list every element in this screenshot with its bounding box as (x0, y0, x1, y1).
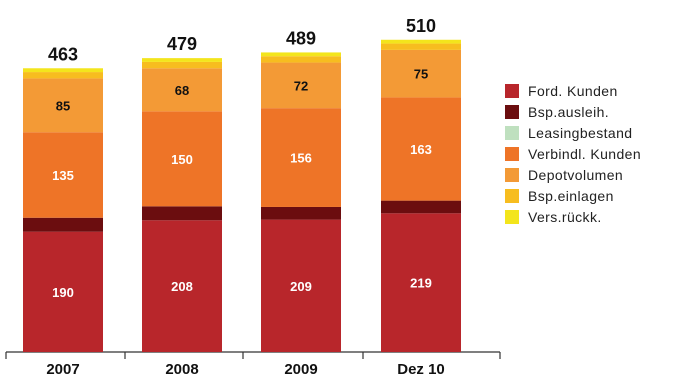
bar-segment (261, 206, 341, 220)
legend-item: Verbindl. Kunden (505, 143, 641, 164)
bar-segment (23, 78, 103, 133)
bar-segment (261, 108, 341, 207)
data-label: 219 (410, 276, 432, 291)
data-label: 156 (290, 151, 312, 166)
legend-item: Bsp.einlagen (505, 185, 641, 206)
legend-swatch (505, 146, 519, 161)
bar-segment (23, 68, 103, 73)
bar-segment (261, 219, 341, 352)
data-label: 72 (294, 78, 308, 93)
bar-segment (142, 61, 222, 69)
legend-swatch (505, 125, 519, 140)
data-label: 209 (290, 279, 312, 294)
legend-item: Leasingbestand (505, 122, 641, 143)
bar-segment (142, 68, 222, 112)
legend-item: Ford. Kunden (505, 80, 641, 101)
bar-segment (142, 220, 222, 352)
data-label: 163 (410, 142, 432, 157)
legend-swatch (505, 167, 519, 182)
legend-swatch (505, 209, 519, 224)
legend-label: Depotvolumen (528, 166, 624, 183)
data-label: 85 (56, 98, 70, 113)
data-label: 208 (171, 279, 193, 294)
legend-item: Bsp.ausleih. (505, 101, 641, 122)
data-label: 68 (175, 83, 189, 98)
bar-segment (381, 97, 461, 201)
bar-total-label: 463 (48, 44, 78, 64)
bar-segment (381, 39, 461, 44)
bar-segment (23, 217, 103, 232)
legend-item: Vers.rückk. (505, 206, 641, 227)
bar-total-label: 479 (167, 34, 197, 54)
legend-swatch (505, 104, 519, 119)
bar-segment (23, 231, 103, 352)
bar-segment (381, 49, 461, 98)
data-label: 150 (171, 152, 193, 167)
legend-label: Bsp.einlagen (528, 187, 614, 204)
bar-segment (261, 62, 341, 109)
bar-segment (23, 132, 103, 218)
bar-total-label: 489 (286, 28, 316, 48)
bar-segment (142, 206, 222, 221)
x-tick-label: 2007 (46, 361, 79, 378)
bar-segment (261, 52, 341, 57)
bar-segment (142, 111, 222, 207)
legend-swatch (505, 188, 519, 203)
x-tick-label: 2008 (165, 361, 198, 378)
legend-swatch (505, 83, 519, 98)
data-label: 75 (414, 67, 428, 82)
bar-segment (23, 72, 103, 79)
legend-label: Ford. Kunden (528, 82, 618, 99)
legend-label: Bsp.ausleih. (528, 103, 610, 120)
bar-segment (381, 43, 461, 50)
chart-legend: Ford. Kunden Bsp.ausleih. Leasingbestand Ve… (505, 80, 641, 227)
bar-segment (381, 200, 461, 214)
legend-label: Verbindl. Kunden (528, 145, 642, 162)
bar-segment (142, 58, 222, 62)
legend-label: Leasingbestand (528, 124, 633, 141)
legend-item: Depotvolumen (505, 164, 641, 185)
data-label: 135 (52, 168, 74, 183)
bar-segment (261, 56, 341, 63)
x-tick-label: Dez 10 (397, 361, 445, 378)
x-tick-label: 2009 (284, 361, 317, 378)
data-label: 190 (52, 285, 74, 300)
bar-total-label: 510 (406, 16, 436, 36)
legend-label: Vers.rückk. (528, 208, 602, 225)
bar-segment (381, 213, 461, 352)
